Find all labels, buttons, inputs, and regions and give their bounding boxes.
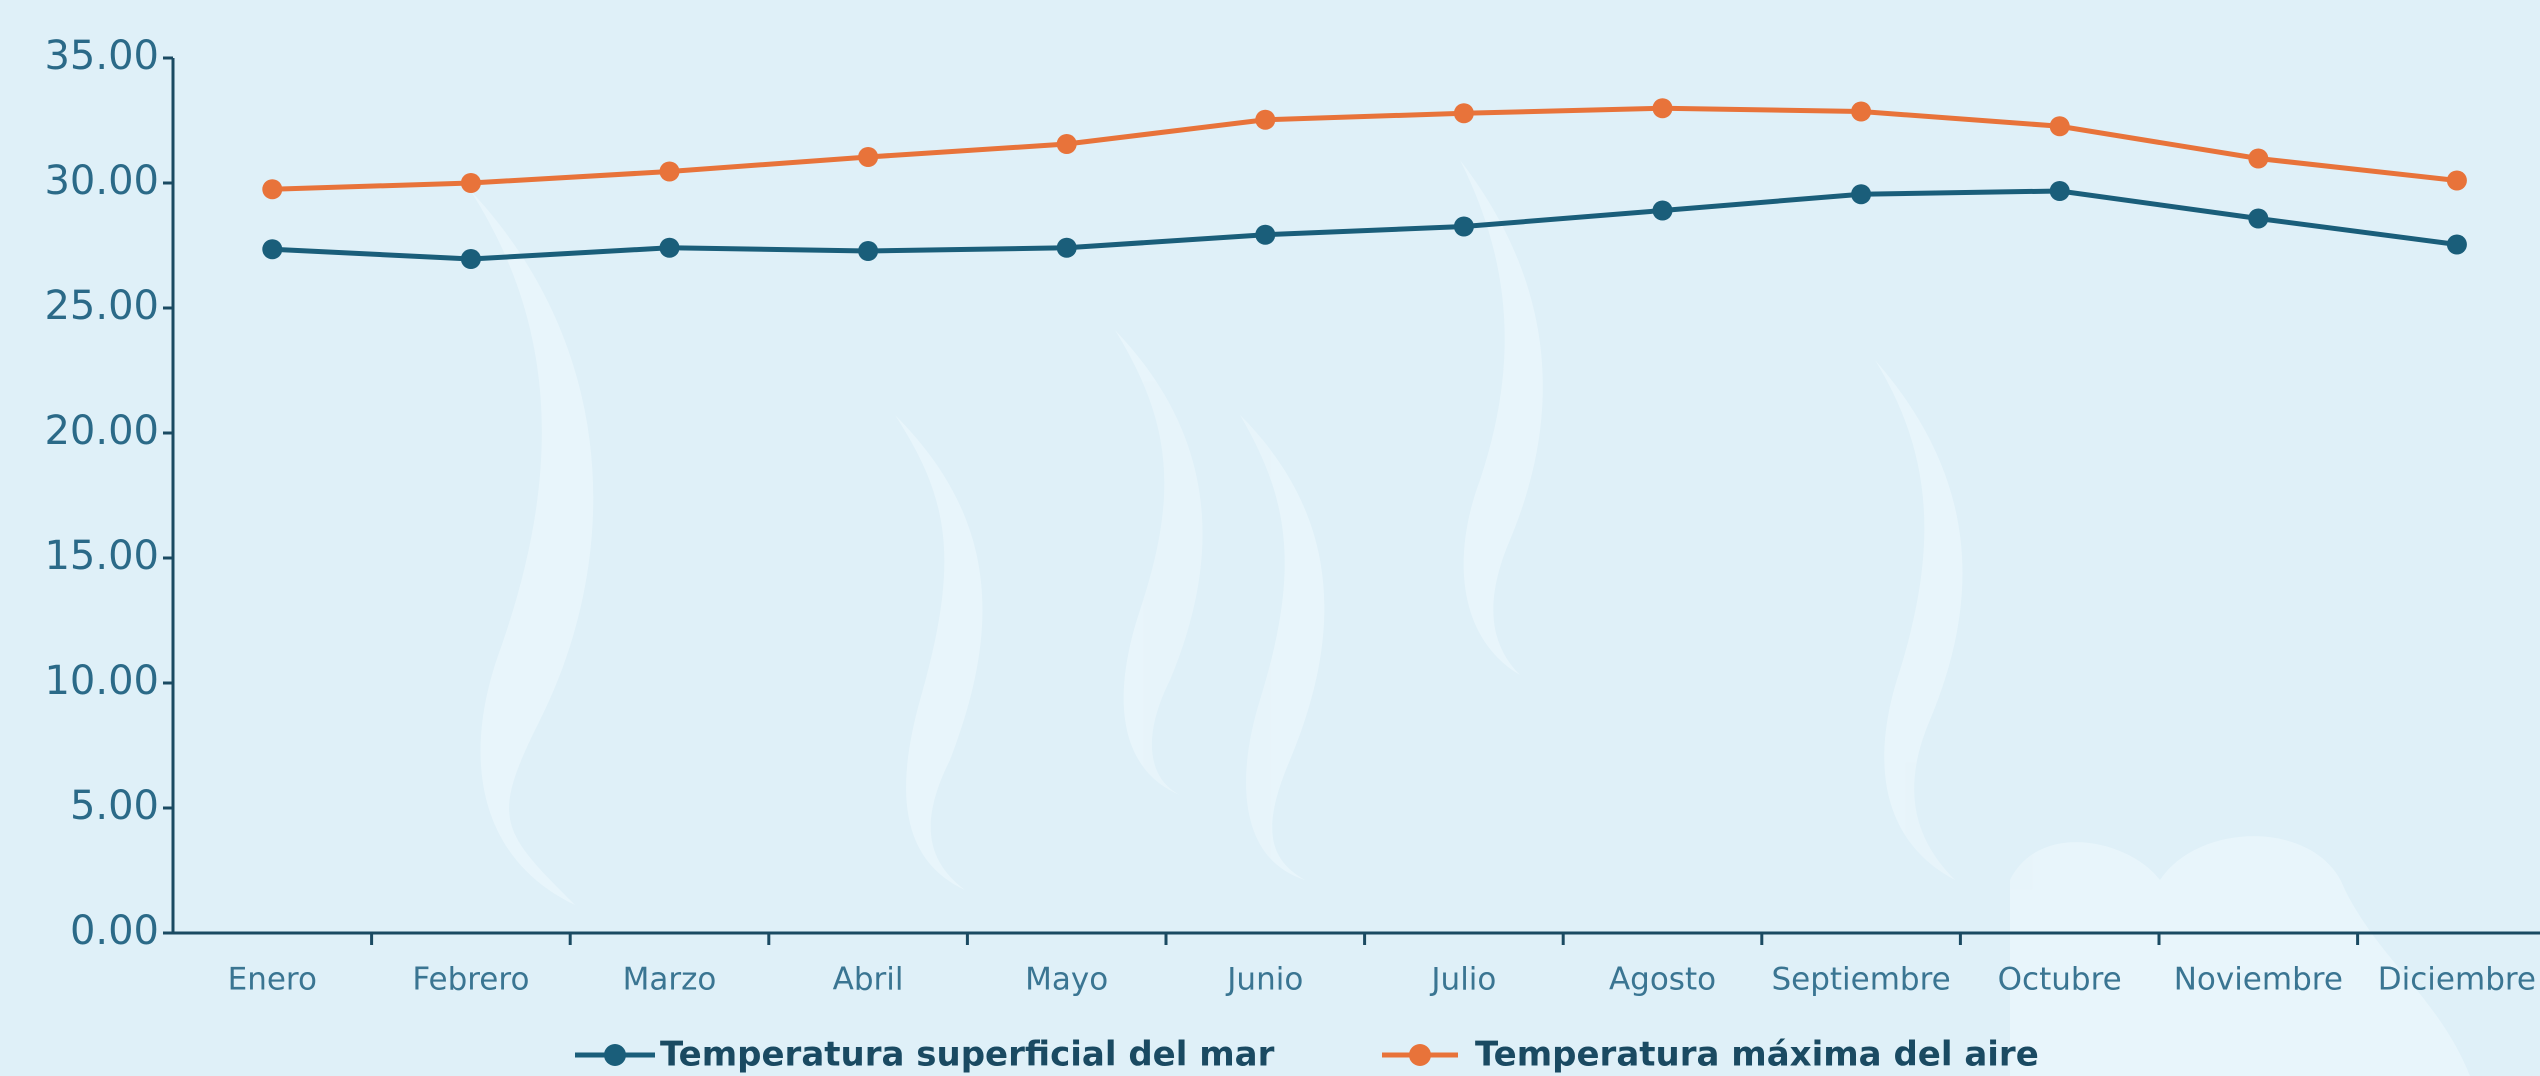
data-point xyxy=(2050,116,2070,136)
data-point xyxy=(262,239,282,259)
x-tick-label: Junio xyxy=(1225,962,1303,998)
x-tick-label: Enero xyxy=(228,962,317,998)
y-tick-label: 10.00 xyxy=(44,658,159,704)
data-point xyxy=(461,249,481,269)
y-tick-label: 15.00 xyxy=(44,533,159,579)
x-tick-label: Septiembre xyxy=(1771,962,1950,998)
x-tick-label: Julio xyxy=(1429,962,1496,998)
y-tick-label: 0.00 xyxy=(70,908,159,954)
y-tick-label: 25.00 xyxy=(44,283,159,329)
x-tick-label: Marzo xyxy=(623,962,717,998)
data-point xyxy=(1057,238,1077,258)
data-point xyxy=(461,173,481,193)
chart: Temperatura superficial del mar Temperat… xyxy=(0,0,2540,1076)
legend-marker xyxy=(1409,1044,1431,1066)
y-tick-label: 30.00 xyxy=(44,158,159,204)
data-point xyxy=(1255,225,1275,245)
x-tick-label: Abril xyxy=(833,962,904,998)
data-point xyxy=(1653,98,1673,118)
data-point xyxy=(1851,102,1871,122)
series-line xyxy=(272,191,2457,259)
x-tick-label: Mayo xyxy=(1025,962,1108,998)
x-tick-label: Agosto xyxy=(1609,962,1716,998)
data-point xyxy=(858,241,878,261)
data-point xyxy=(660,238,680,258)
x-tick-label: Diciembre xyxy=(2378,962,2536,998)
data-point xyxy=(1454,103,1474,123)
data-point xyxy=(2447,235,2467,255)
data-point xyxy=(1851,184,1871,204)
y-tick-label: 5.00 xyxy=(70,783,159,829)
data-point xyxy=(1454,217,1474,237)
data-point xyxy=(858,147,878,167)
data-point xyxy=(1057,134,1077,154)
data-point xyxy=(2050,181,2070,201)
page: {"chart_data": {"type": "line", "categor… xyxy=(0,0,2540,1076)
x-tick-label: Octubre xyxy=(1998,962,2122,998)
data-point xyxy=(2447,171,2467,191)
data-point xyxy=(660,162,680,182)
y-tick-label: 20.00 xyxy=(44,408,159,454)
data-point xyxy=(2248,149,2268,169)
legend-marker xyxy=(604,1044,626,1066)
series-line xyxy=(272,108,2457,189)
y-tick-label: 35.00 xyxy=(44,33,159,79)
data-point xyxy=(1653,201,1673,221)
legend-label: Temperatura superficial del mar xyxy=(660,1035,1275,1075)
x-tick-label: Noviembre xyxy=(2174,962,2343,998)
data-point xyxy=(262,179,282,199)
data-point xyxy=(1255,110,1275,130)
legend-label: Temperatura máxima del aire xyxy=(1475,1035,2039,1075)
data-point xyxy=(2248,209,2268,229)
x-tick-label: Febrero xyxy=(412,962,529,998)
